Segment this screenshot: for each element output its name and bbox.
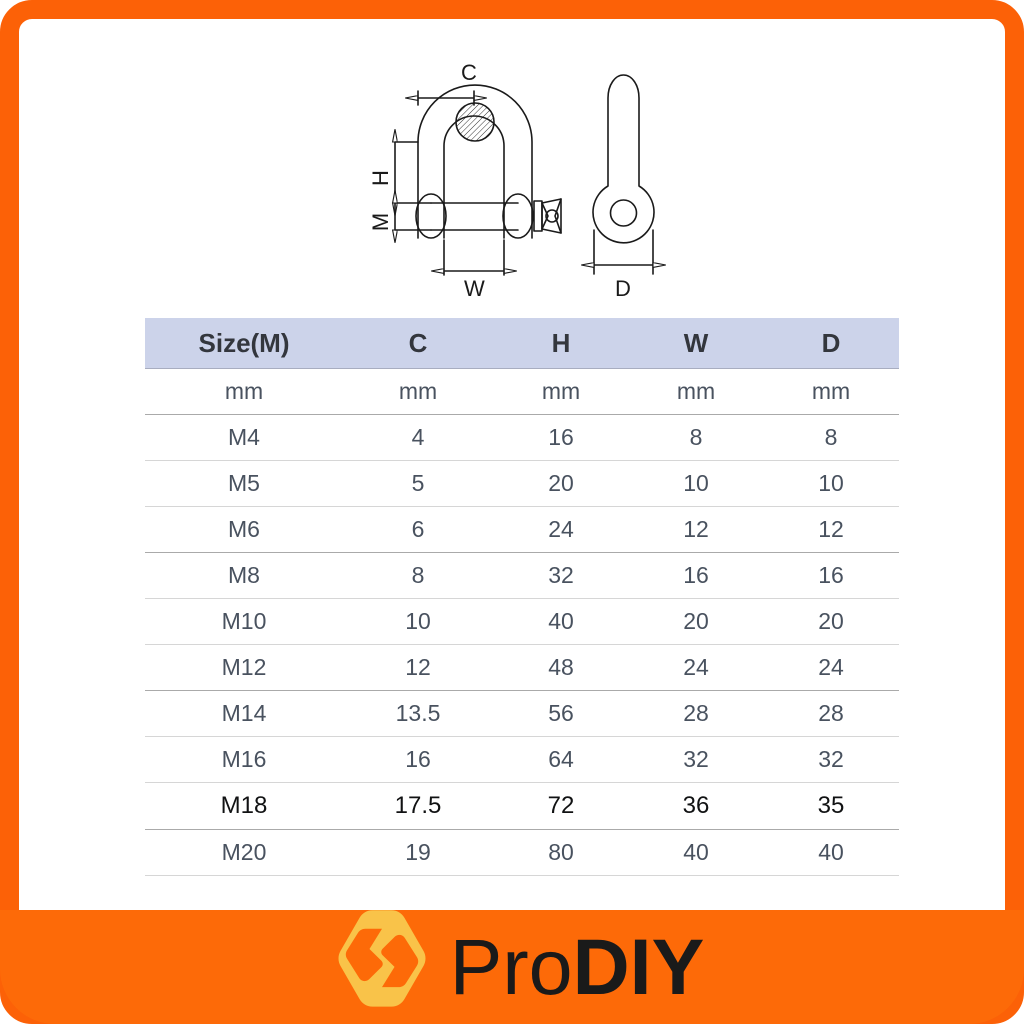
svg-text:C: C bbox=[461, 60, 477, 85]
svg-text:W: W bbox=[464, 276, 485, 301]
svg-text:H: H bbox=[368, 170, 393, 186]
svg-text:D: D bbox=[615, 276, 631, 301]
svg-text:M: M bbox=[368, 213, 393, 231]
